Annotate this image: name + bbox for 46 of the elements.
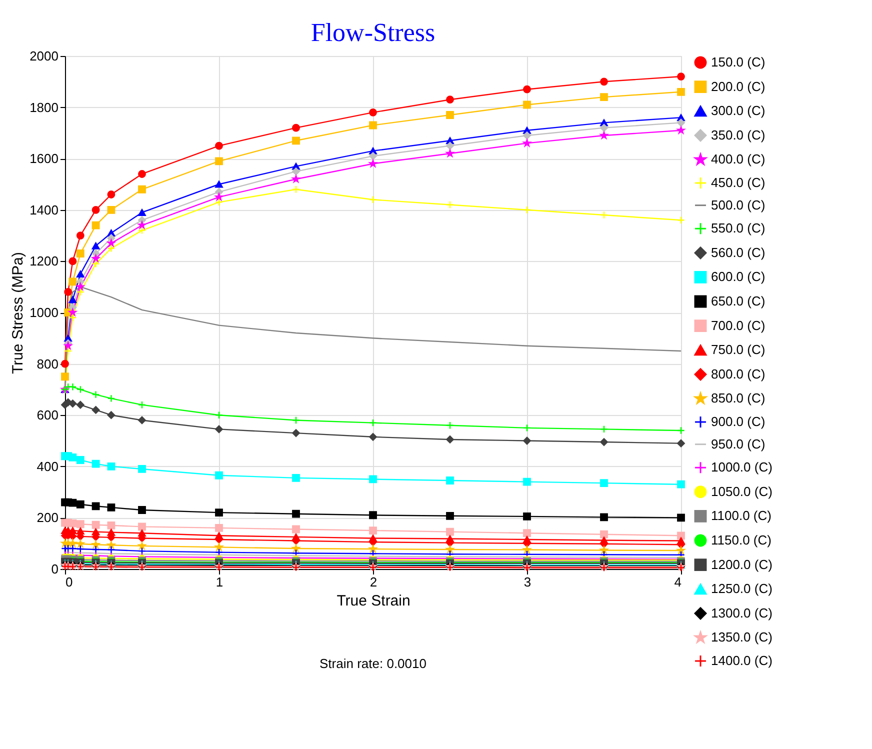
legend-label: 200.0 (C) <box>711 78 766 94</box>
y-tick-label: 1200 <box>30 254 58 269</box>
legend-label: 560.0 (C) <box>711 244 766 260</box>
y-tick-label: 800 <box>36 356 58 372</box>
legend-label: 350.0 (C) <box>711 127 766 142</box>
x-tick-label: 2 <box>370 574 378 590</box>
y-tick-label: 1600 <box>30 151 58 166</box>
legend-label: 800.0 (C) <box>711 366 766 382</box>
y-axis-title: True Stress (MPa) <box>10 252 27 374</box>
legend-label: 500.0 (C) <box>711 197 766 212</box>
legend-label: 450.0 (C) <box>711 175 766 190</box>
y-tick-label: 400 <box>36 458 58 474</box>
legend-label: 600.0 (C) <box>711 269 766 284</box>
y-tick-label: 1800 <box>30 100 58 115</box>
x-tick-label: 1 <box>216 574 224 590</box>
x-tick-label: 3 <box>524 574 532 590</box>
legend-label: 750.0 (C) <box>711 342 766 358</box>
legend-label: 150.0 (C) <box>711 54 766 70</box>
legend-label: 1300.0 (C) <box>711 605 772 620</box>
legend-label: 300.0 (C) <box>711 103 766 118</box>
legend-label: 550.0 (C) <box>711 220 766 236</box>
legend-label: 900.0 (C) <box>711 414 766 429</box>
legend-label: 400.0 (C) <box>711 152 766 167</box>
legend-label: 1150.0 (C) <box>711 532 772 548</box>
legend-label: 1350.0 (C) <box>711 630 772 645</box>
legend-label: 1200.0 (C) <box>711 556 772 572</box>
legend-label: 950.0 (C) <box>711 436 766 452</box>
legend-label: 1000.0 (C) <box>711 460 772 475</box>
legend-label: 650.0 (C) <box>711 294 766 308</box>
y-tick-label: 1000 <box>30 305 58 320</box>
legend-label: 1250.0 (C) <box>711 581 772 596</box>
text: Strain rate: 0.0010 <box>320 656 426 671</box>
x-tick-label: 0 <box>66 574 73 590</box>
legend-label: 850.0 (C) <box>711 390 766 406</box>
y-tick-label: 600 <box>36 408 58 423</box>
y-tick-label: 1400 <box>30 202 58 218</box>
legend-label: 1400.0 (C) <box>711 653 772 668</box>
chart-title: Flow-Stress <box>310 18 436 47</box>
y-tick-label: 2000 <box>30 48 58 64</box>
y-tick-label: 200 <box>36 510 58 526</box>
y-tick-label: 0 <box>51 562 58 576</box>
legend-label: 1050.0 (C) <box>711 484 772 499</box>
x-axis-title: True Strain <box>336 592 410 610</box>
x-tick-label: 4 <box>674 574 682 590</box>
legend-label: 700.0 (C) <box>711 318 766 333</box>
legend-label: 1100.0 (C) <box>711 508 772 524</box>
